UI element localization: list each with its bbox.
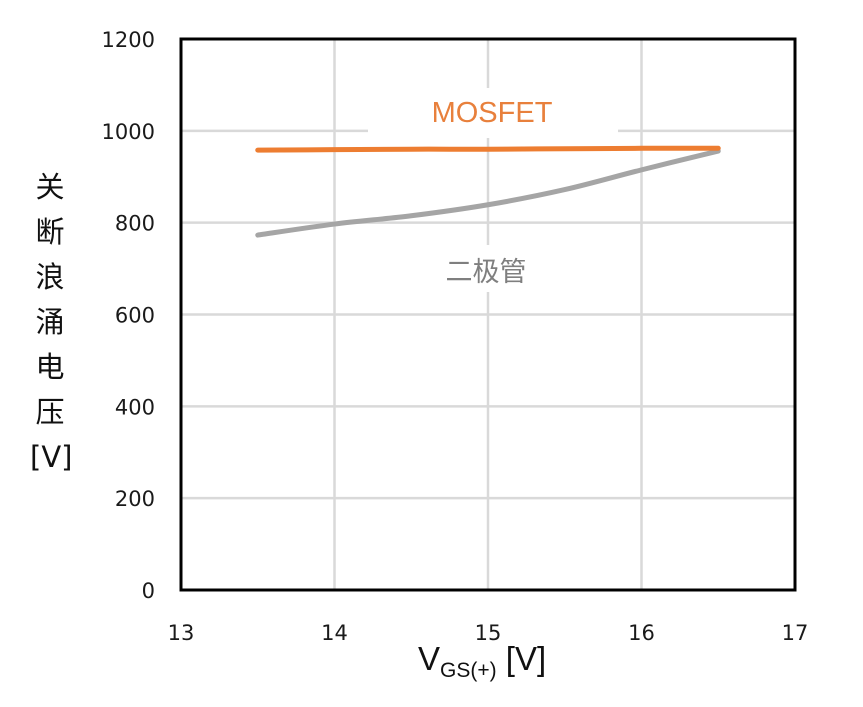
label-masks (368, 88, 618, 292)
series-label-diode: 二极管 (446, 257, 527, 288)
y-axis-label-char: 电 (35, 350, 65, 384)
y-axis-label-char: 涌 (35, 305, 65, 339)
y-axis-label-char: 压 (35, 395, 65, 429)
y-axis-ticks: 0 200 400 600 800 1000 1200 (102, 28, 155, 603)
x-axis-label: VGS(+) [V] (418, 640, 546, 683)
diode-label-mask (430, 245, 542, 292)
x-axis-label-subscript: GS(+) (440, 659, 497, 682)
y-tick-label: 400 (115, 395, 155, 419)
x-tick-label: 17 (782, 621, 809, 645)
y-tick-label: 0 (142, 579, 155, 603)
y-tick-label: 200 (115, 487, 155, 511)
x-tick-label: 14 (321, 621, 348, 645)
series-line-mosfet (255, 145, 721, 153)
x-axis-label-main: V (418, 640, 441, 677)
plot-frame (179, 37, 797, 592)
y-axis-label: 关 断 浪 涌 电 压 [V] (30, 165, 73, 480)
series-line-diode (255, 148, 721, 238)
series-lines (255, 145, 721, 238)
x-axis-label-unit: [V] (496, 640, 547, 677)
y-tick-label: 800 (115, 212, 155, 236)
y-axis-label-char: 断 (35, 215, 65, 249)
y-axis-label-char: 浪 (35, 260, 65, 294)
y-axis-label-unit: [V] (30, 440, 73, 474)
x-axis-ticks: 13 14 15 16 17 (168, 621, 809, 645)
x-tick-label: 15 (475, 621, 502, 645)
y-tick-label: 1200 (102, 28, 155, 52)
x-tick-label: 16 (628, 621, 655, 645)
y-tick-label: 1000 (102, 120, 155, 144)
y-tick-label: 600 (115, 304, 155, 328)
y-axis-label-char: 关 (35, 170, 65, 204)
x-tick-label: 13 (168, 621, 195, 645)
mosfet-label-mask (368, 88, 618, 138)
series-label-mosfet: MOSFET (432, 97, 553, 129)
